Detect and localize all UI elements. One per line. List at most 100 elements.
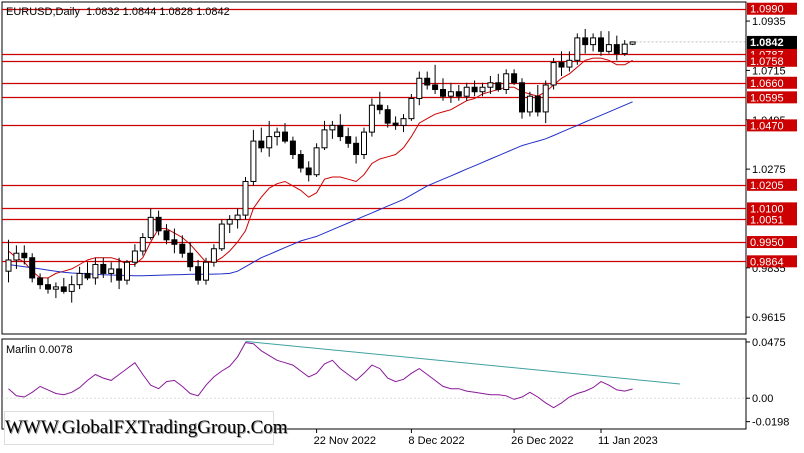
candle-body [100,263,107,274]
level-label: 1.0660 [750,78,784,90]
time-tick-label: 11 Jan 2023 [598,435,658,447]
level-label-box [747,76,797,89]
candle [376,91,383,115]
candle-body [171,239,178,245]
candle [187,242,194,272]
candle-body [424,77,431,86]
candle [558,51,565,77]
level-label-box [747,54,797,67]
candle-body [471,86,478,93]
candle [629,41,636,46]
level-label-box [747,255,797,268]
candle [621,40,628,56]
candle-body [392,122,399,126]
candle [163,224,170,245]
candle [226,215,233,234]
candle-body [440,88,446,97]
candle-body [92,263,99,279]
candle-body [5,259,12,272]
candle [250,129,257,186]
candle-body [13,252,20,261]
candle [416,71,423,106]
watermark: WWW.GlobalFXTradingGroup.Com [4,411,288,445]
marlin-line [8,342,633,409]
candle [313,143,320,177]
candle [337,114,344,142]
candle [29,253,36,283]
price-tick-label: 1.0935 [752,16,786,28]
candle [45,277,51,294]
candle-body [416,77,423,99]
candle-body [629,41,636,45]
candle-body [282,131,288,142]
candle [289,136,296,160]
moving-average-line [8,101,633,277]
moving-averages [8,57,633,279]
level-label-box [747,178,797,191]
candle-body [21,252,28,259]
candle [463,82,470,101]
candle [76,266,83,290]
marlin-indicator: 0.0475 0.00 -0.0198 [2,337,789,429]
candle-body [84,272,91,279]
candle [566,51,573,72]
candle-body [487,82,494,88]
candle-body [463,86,470,97]
candle [52,282,59,299]
level-label: 1.0051 [750,214,784,226]
candle [195,259,202,285]
time-tick-label: 26 Dec 2022 [511,435,573,447]
candle [155,210,162,236]
candle-body [598,37,604,52]
candle-body [582,37,589,46]
candle-body [376,104,383,111]
horizontal-levels [2,8,746,263]
candle-body [361,131,367,156]
candle-body [455,91,462,97]
candle [108,262,115,283]
candle [503,69,510,94]
candle [68,275,75,303]
candle-body [368,104,375,133]
candle [424,71,431,90]
candle [471,80,478,97]
candle-body [345,136,352,144]
level-label-box [747,91,797,104]
candle-body [503,73,510,90]
candle [37,273,44,290]
candle [179,235,186,258]
level-label-box [747,2,797,15]
candle [282,123,288,144]
candle [479,82,486,97]
candle-body [353,142,360,156]
candle [353,136,360,164]
candle-body [297,154,304,169]
level-label-box [747,119,797,132]
candle-body [274,131,281,138]
candle [100,257,107,278]
candle-body [613,44,620,55]
price-tick-label: 1.0715 [752,65,786,77]
candle [139,233,146,256]
level-label-box [747,202,797,215]
level-label: 1.0595 [750,92,784,104]
candle [203,257,209,285]
candle-body [226,219,233,225]
level-label: 1.0470 [750,120,784,132]
candle-body [108,268,115,274]
current-price-label: 1.0842 [750,37,784,49]
candle-body [131,250,138,263]
candle [432,64,439,94]
candle-body [155,216,162,232]
candle-body [187,252,194,268]
candle [526,91,533,117]
candle [550,58,557,90]
level-label: 0.9950 [750,237,784,249]
candle-body [519,82,525,113]
candle-body [203,261,209,281]
level-label: 1.0758 [750,56,784,68]
candle-body [258,140,265,149]
candle [455,85,462,101]
price-tick-label: 1.0275 [752,164,786,176]
